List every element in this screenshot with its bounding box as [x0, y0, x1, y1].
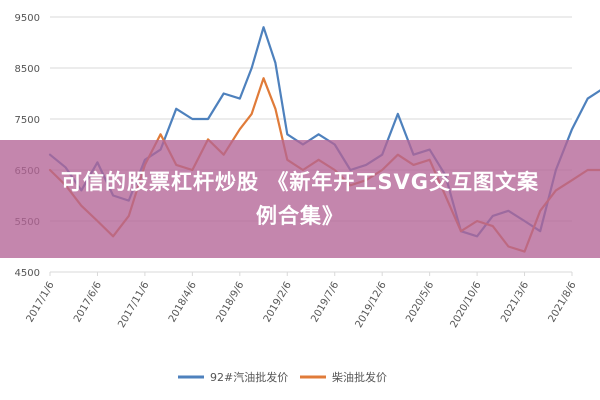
- x-tick-label: 2019/7/6: [309, 280, 341, 324]
- y-tick-label: 7500: [15, 115, 40, 126]
- banner-line-2: 例合集》: [256, 204, 344, 228]
- x-tick-label: 2021/8/6: [547, 280, 579, 324]
- x-tick-label: 2018/9/6: [214, 280, 246, 324]
- legend: 92#汽油批发价 柴油批发价: [178, 370, 387, 384]
- y-tick-label: 9500: [15, 13, 40, 24]
- x-tick-label: 2018/4/6: [167, 280, 199, 324]
- legend-label-2: 柴油批发价: [332, 370, 387, 384]
- x-tick-label: 2017/6/6: [72, 280, 104, 324]
- legend-label-1: 92#汽油批发价: [210, 370, 288, 384]
- x-tick-label: 2019/2/6: [262, 280, 294, 324]
- x-tick-label: 2019/12/6: [354, 280, 389, 330]
- x-tick-label: 2017/11/6: [116, 280, 151, 330]
- title-banner: 可信的股票杠杆炒股 《新年开工SVG交互图文案 例合集》: [0, 140, 600, 258]
- x-tick-label: 2021/3/6: [499, 280, 531, 324]
- x-tick-label: 2020/10/6: [449, 280, 484, 330]
- y-tick-label: 8500: [15, 64, 40, 75]
- y-tick-label: 4500: [15, 268, 40, 279]
- x-tick-label: 2020/5/6: [404, 280, 436, 324]
- banner-line-1: 可信的股票杠杆炒股 《新年开工SVG交互图文案: [61, 170, 539, 194]
- x-tick-label: 2017/1/6: [25, 280, 57, 324]
- x-axis-ticks: 2017/1/6 2017/6/6 2017/11/6 2018/4/6 2018/9/…: [25, 272, 579, 330]
